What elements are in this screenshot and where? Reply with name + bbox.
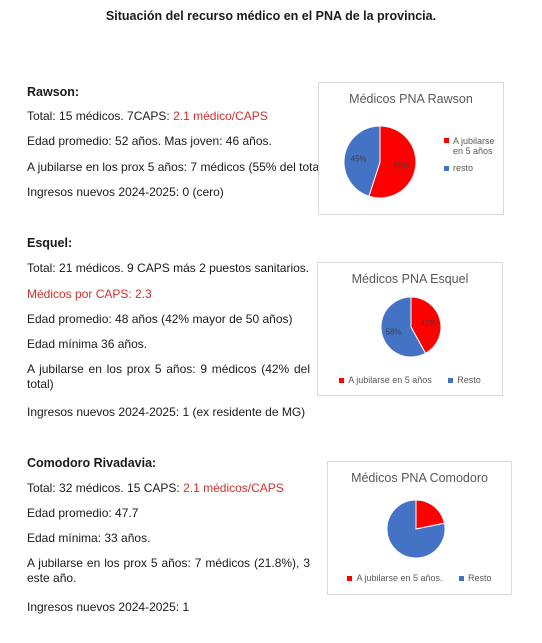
legend-item: Resto bbox=[448, 375, 481, 385]
pie-slice bbox=[415, 499, 446, 530]
pie-slice bbox=[410, 296, 442, 354]
legend-swatch-red bbox=[339, 378, 345, 384]
legend-swatch-red bbox=[444, 138, 449, 143]
pie-chart-svg: 42% 58% bbox=[380, 296, 442, 358]
section-heading-esquel: Esquel: bbox=[27, 236, 73, 250]
section-heading-comodoro: Comodoro Rivadavia: bbox=[27, 456, 157, 470]
pie-data-label: 58% bbox=[386, 327, 402, 336]
legend-item: A jubilarse en 5 años bbox=[339, 375, 432, 385]
pie-data-label: 55% bbox=[393, 161, 409, 170]
legend-label: A jubilarse en 5 años bbox=[348, 375, 432, 385]
rawson-ingresos: Ingresos nuevos 2024-2025: 0 (cero) bbox=[27, 185, 224, 199]
esquel-edad: Edad promedio: 48 años (42% mayor de 50 … bbox=[27, 312, 293, 326]
section-heading-rawson: Rawson: bbox=[27, 85, 80, 99]
legend-item: resto bbox=[444, 163, 502, 173]
rawson-edad: Edad promedio: 52 años. Mas joven: 46 añ… bbox=[27, 134, 272, 148]
esquel-caps: Médicos por CAPS: 2.3 bbox=[27, 287, 152, 301]
pie-slice bbox=[380, 296, 427, 358]
rawson-total: Total: 15 médicos. 7CAPS: 2.1 médico/CAP… bbox=[27, 109, 268, 124]
pie-slice bbox=[386, 499, 446, 559]
chart-legend: A jubilarse en 5 años resto bbox=[444, 136, 502, 173]
chart-esquel: Médicos PNA Esquel 42% 58% A jubilarse en… bbox=[317, 262, 503, 396]
pie-slice bbox=[368, 125, 417, 199]
rawson-jubilarse: A jubilarse en los prox 5 años: 7 médico… bbox=[27, 160, 326, 174]
legend-swatch-blue bbox=[444, 165, 449, 171]
legend-label: Resto bbox=[468, 573, 492, 583]
chart-title: Médicos PNA Rawson bbox=[349, 92, 473, 106]
legend-item: A jubilarse en 5 años bbox=[444, 136, 502, 156]
chart-title: Médicos PNA Comodoro bbox=[351, 471, 488, 485]
chart-rawson: Médicos PNA Rawson 55% 45% A jubilarse en… bbox=[318, 82, 504, 215]
chart-title: Médicos PNA Esquel bbox=[351, 272, 469, 286]
page-title: Situación del recurso médico en el PNA d… bbox=[105, 9, 437, 23]
legend-swatch-blue bbox=[459, 576, 465, 582]
legend-swatch-red bbox=[347, 576, 353, 582]
chart-legend: A jubilarse en 5 años. Resto bbox=[328, 573, 511, 583]
legend-label: A jubilarse en 5 años bbox=[453, 136, 495, 156]
chart-legend: A jubilarse en 5 años Resto bbox=[318, 375, 502, 385]
esquel-jubilarse: A jubilarse en los prox 5 años: 9 médico… bbox=[27, 362, 310, 391]
legend-item: A jubilarse en 5 años. bbox=[347, 573, 443, 583]
comodoro-jubilarse: A jubilarse en los prox 5 años: 7 médico… bbox=[27, 556, 310, 585]
pie-chart-svg bbox=[386, 499, 446, 559]
comodoro-ratio: 2.1 médicos/CAPS bbox=[183, 481, 284, 495]
comodoro-ingresos: Ingresos nuevos 2024-2025: 1 bbox=[27, 600, 190, 614]
chart-comodoro: Médicos PNA Comodoro A jubilarse en 5 añ… bbox=[327, 461, 512, 595]
comodoro-edad: Edad promedio: 47.7 bbox=[27, 506, 139, 520]
legend-label: A jubilarse en 5 años. bbox=[356, 573, 443, 583]
pie-data-label: 45% bbox=[351, 155, 367, 164]
legend-item: Resto bbox=[459, 573, 492, 583]
legend-label: resto bbox=[453, 163, 474, 173]
esquel-edad-min: Edad mínima 36 años. bbox=[27, 337, 148, 351]
comodoro-total: Total: 32 médicos. 15 CAPS: 2.1 médicos/… bbox=[27, 481, 284, 496]
rawson-total-text: Total: 15 médicos. 7CAPS: bbox=[27, 109, 174, 123]
pie-slice bbox=[343, 125, 381, 197]
legend-label: Resto bbox=[457, 375, 481, 385]
esquel-total: Total: 21 médicos. 9 CAPS más 2 puestos … bbox=[27, 261, 310, 275]
rawson-ratio: 2.1 médico/CAPS bbox=[173, 109, 268, 123]
legend-swatch-blue bbox=[448, 378, 454, 384]
comodoro-total-text: Total: 32 médicos. 15 CAPS: bbox=[27, 481, 184, 495]
pie-data-label: 42% bbox=[420, 319, 436, 328]
comodoro-edad-min: Edad mínima: 33 años. bbox=[27, 531, 151, 545]
pie-chart-svg: 55% 45% bbox=[343, 125, 417, 199]
esquel-ingresos: Ingresos nuevos 2024-2025: 1 (ex residen… bbox=[27, 405, 306, 419]
